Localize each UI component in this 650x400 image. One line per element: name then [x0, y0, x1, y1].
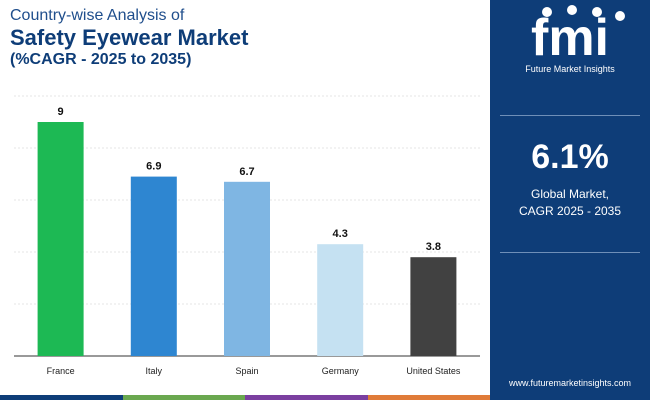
bar-chart: 9 France 6.9 Italy 6.7 Spain 4.3 Germany 3.8 Unit… — [14, 95, 480, 376]
data-label: 3.8 — [426, 241, 441, 253]
category-label: Spain — [235, 366, 258, 376]
divider-top — [500, 115, 640, 116]
strip-seg-4 — [367, 395, 490, 400]
bar-germany — [317, 244, 364, 356]
data-label: 6.7 — [239, 166, 254, 178]
strip-seg-3 — [245, 395, 368, 400]
title-line-3: (%CAGR - 2025 to 2035) — [10, 51, 192, 68]
website-url: www.futuremarketinsights.com — [508, 378, 632, 388]
strip-seg-1 — [0, 395, 123, 400]
stat-line-1: Global Market, — [530, 187, 610, 201]
brand-name: Future Market Insights — [525, 64, 615, 74]
fmi-logo: fmi — [490, 0, 650, 80]
bar-france — [37, 122, 84, 356]
title-line-1: Country-wise Analysis of — [10, 7, 185, 24]
data-label: 9 — [58, 106, 64, 118]
fmi-logo-icon: fmi — [531, 5, 625, 67]
data-label: 4.3 — [333, 228, 348, 240]
title-line-2: Safety Eyewear Market — [10, 25, 249, 50]
data-label: 6.9 — [146, 161, 161, 173]
bar-united-states — [410, 257, 457, 356]
bar-spain — [224, 181, 270, 356]
logo-letters: fmi — [531, 9, 609, 64]
category-label: Germany — [322, 366, 360, 376]
category-label: United States — [406, 366, 461, 376]
bar-italy — [130, 176, 177, 356]
chart-title: Country-wise Analysis of Safety Eyewear … — [10, 6, 248, 70]
global-cagr-value: 6.1% — [531, 138, 609, 176]
bottom-color-strip — [0, 395, 490, 400]
category-label: Italy — [146, 366, 163, 376]
summary-panel: fmi Future Market Insights 6.1% Global M… — [490, 0, 650, 400]
stat-line-2: CAGR 2025 - 2035 — [518, 204, 622, 218]
category-label: France — [47, 366, 75, 376]
divider-bottom — [500, 252, 640, 253]
global-cagr-desc: Global Market, CAGR 2025 - 2035 — [490, 186, 650, 220]
strip-seg-2 — [122, 395, 245, 400]
